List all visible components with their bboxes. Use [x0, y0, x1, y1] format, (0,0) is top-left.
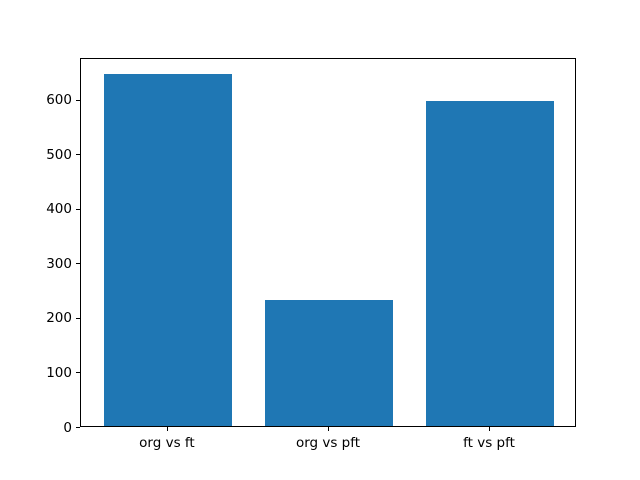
y-tick-label: 300 — [46, 255, 72, 272]
y-tick-label: 600 — [46, 92, 72, 109]
y-tick-label: 200 — [46, 310, 72, 327]
plot-area — [80, 58, 576, 427]
x-tick-mark — [166, 427, 168, 431]
bar-org-vs-pft — [264, 299, 394, 426]
y-tick-label: 400 — [46, 201, 72, 218]
bar-ft-vs-pft — [425, 101, 555, 426]
y-tick-mark — [76, 154, 80, 156]
y-tick-mark — [76, 372, 80, 374]
x-tick-label: org vs ft — [139, 435, 195, 451]
y-tick-label: 500 — [46, 146, 72, 163]
y-tick-mark — [76, 317, 80, 319]
bar-org-vs-ft — [103, 74, 233, 426]
x-tick-label: ft vs pft — [463, 435, 515, 451]
x-tick-label: org vs pft — [295, 435, 361, 451]
x-tick-mark — [489, 427, 491, 431]
y-tick-label: 0 — [63, 419, 72, 436]
y-tick-mark — [76, 263, 80, 265]
y-tick-mark — [76, 99, 80, 101]
y-tick-mark — [76, 208, 80, 210]
y-tick-label: 100 — [46, 364, 72, 381]
x-tick-mark — [328, 427, 329, 431]
y-tick-mark — [76, 427, 80, 428]
